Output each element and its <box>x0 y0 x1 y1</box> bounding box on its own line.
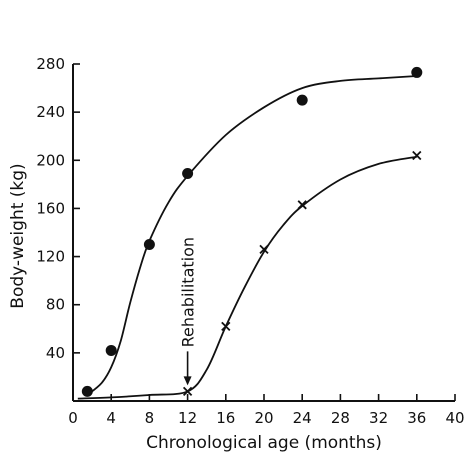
cross-stroke <box>259 244 269 254</box>
data-point-cross <box>412 150 422 161</box>
data-point-circle <box>143 239 155 251</box>
x-tick-label: 16 <box>216 409 235 427</box>
axes: 0 4 8 12 16 20 24 28 32 36 40 40 80 120 160 200 240 280 <box>36 55 464 427</box>
y-tick-label: 200 <box>36 151 65 169</box>
data-point-cross <box>182 386 193 397</box>
cross-stroke <box>297 200 307 210</box>
y-tick-label: 120 <box>36 248 65 266</box>
y-tick-label: 80 <box>46 296 65 314</box>
y-tick-label: 240 <box>36 103 65 121</box>
x-tick-label: 20 <box>254 409 273 427</box>
x-tick-label: 8 <box>145 409 155 427</box>
x-tick-label: 12 <box>178 409 197 427</box>
y-tick-label: 40 <box>46 344 65 362</box>
x-tick-label: 32 <box>369 409 388 427</box>
x-tick-label: 40 <box>445 409 464 427</box>
cross-stroke <box>221 321 231 332</box>
fitted-curves <box>77 75 417 400</box>
data-point-circle <box>105 344 117 356</box>
data-point-circle <box>296 94 308 106</box>
data-point-circle <box>81 385 93 397</box>
annotations: Rehabilitation <box>179 237 198 386</box>
annotation-label: Rehabilitation <box>179 237 198 347</box>
data-point-circle <box>182 168 194 180</box>
annotation-arrow-head <box>183 376 192 386</box>
data-point-cross <box>221 321 231 332</box>
data-point-cross <box>297 200 307 210</box>
x-tick-label: 36 <box>407 409 426 427</box>
data-markers <box>81 66 423 397</box>
data-point-circle <box>411 66 423 78</box>
data-point-cross <box>259 244 269 254</box>
series-2-curve <box>77 155 417 400</box>
y-tick-label: 160 <box>36 199 65 217</box>
x-axis-title: Chronological age (months) <box>146 433 382 453</box>
y-tick-label: 280 <box>36 55 65 73</box>
x-tick-label: 0 <box>68 409 78 427</box>
cross-stroke <box>182 386 193 397</box>
series-1-curve <box>86 75 417 396</box>
x-tick-label: 4 <box>106 409 116 427</box>
x-tick-label: 24 <box>293 409 312 427</box>
cross-stroke <box>412 150 422 161</box>
x-tick-label: 28 <box>331 409 350 427</box>
y-axis-title: Body-weight (kg) <box>8 163 28 308</box>
